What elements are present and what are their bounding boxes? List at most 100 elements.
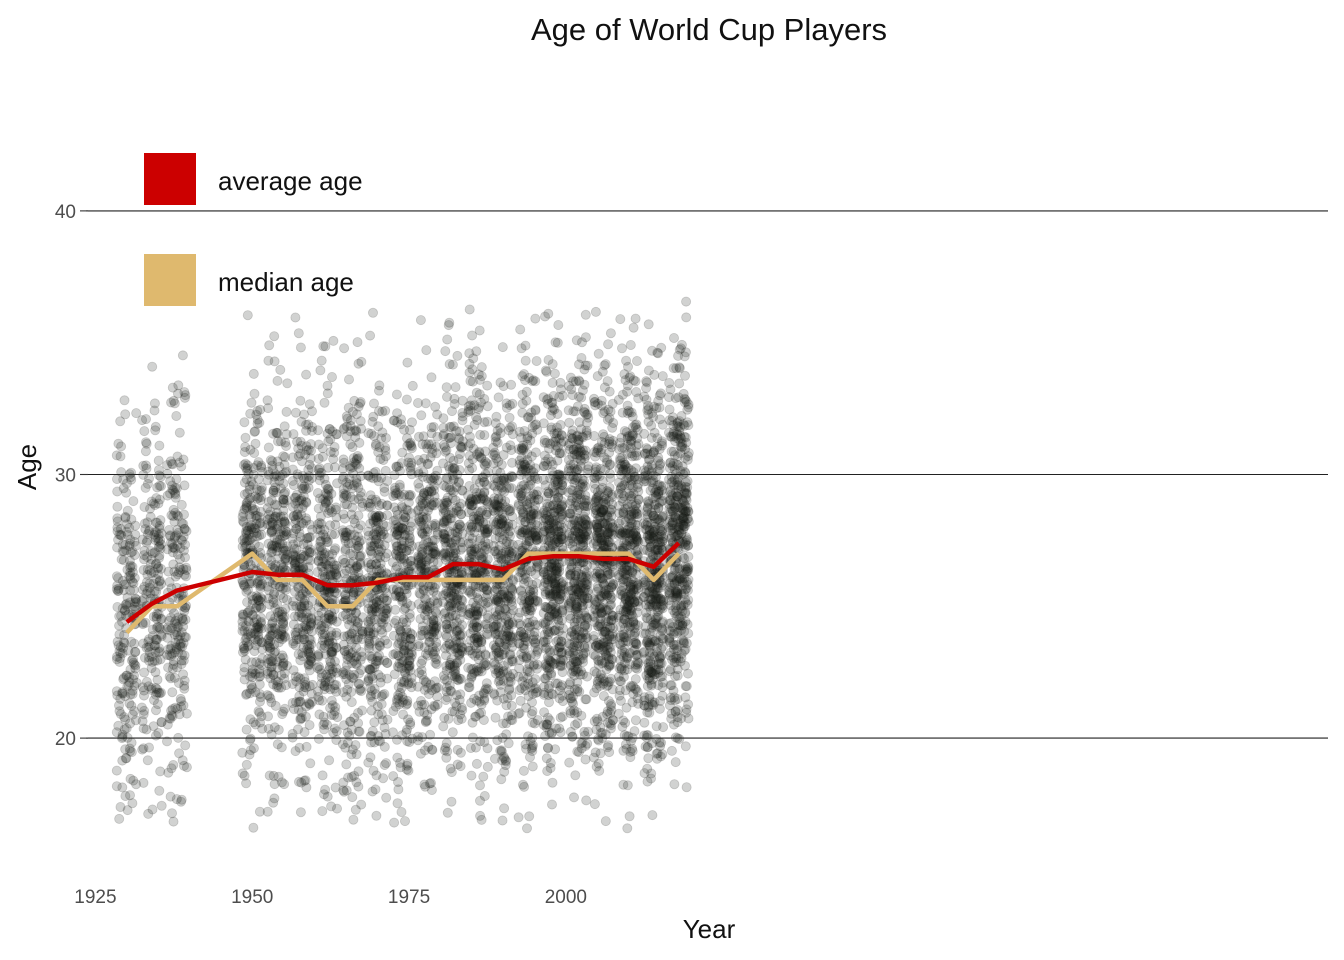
player-point xyxy=(297,593,308,604)
player-point xyxy=(441,682,452,693)
player-point xyxy=(313,439,324,450)
player-point xyxy=(151,634,162,645)
player-point xyxy=(171,483,182,494)
player-point xyxy=(242,310,253,321)
player-point xyxy=(530,313,541,324)
player-point xyxy=(289,511,300,522)
player-point xyxy=(353,718,364,729)
player-point xyxy=(352,337,363,348)
player-point xyxy=(306,406,317,417)
player-point xyxy=(467,732,478,743)
player-point xyxy=(355,416,366,427)
player-point xyxy=(150,527,161,538)
player-point xyxy=(423,629,434,640)
player-point xyxy=(166,397,177,408)
player-point xyxy=(522,433,533,444)
player-point xyxy=(162,460,173,471)
player-point xyxy=(115,642,126,653)
player-point xyxy=(119,724,130,735)
player-point xyxy=(520,525,531,536)
player-point xyxy=(513,671,524,682)
player-point xyxy=(489,689,500,700)
player-point xyxy=(300,711,311,722)
player-point xyxy=(301,369,312,380)
player-point xyxy=(152,621,163,632)
player-point xyxy=(506,379,517,390)
player-point xyxy=(471,695,482,706)
player-point xyxy=(147,804,158,815)
player-point xyxy=(380,432,391,443)
player-point xyxy=(179,569,190,580)
player-point xyxy=(303,659,314,670)
player-point xyxy=(473,603,484,614)
player-point xyxy=(296,777,307,788)
player-point xyxy=(373,650,384,661)
player-point xyxy=(304,634,315,645)
player-point xyxy=(152,699,163,710)
player-point xyxy=(394,479,405,490)
player-point xyxy=(151,634,162,645)
player-point xyxy=(405,490,416,501)
player-point xyxy=(125,560,136,571)
player-point xyxy=(248,469,259,480)
player-point xyxy=(325,520,336,531)
player-point xyxy=(239,562,250,573)
player-point xyxy=(154,470,165,481)
player-point xyxy=(355,520,366,531)
player-point xyxy=(115,693,126,704)
player-point xyxy=(125,567,136,578)
player-point xyxy=(118,555,129,566)
player-point xyxy=(139,581,150,592)
player-point xyxy=(438,439,449,450)
player-point xyxy=(124,698,135,709)
player-point xyxy=(155,515,166,526)
player-point xyxy=(128,496,139,507)
player-point xyxy=(151,527,162,538)
player-point xyxy=(126,467,137,478)
player-point xyxy=(153,553,164,564)
player-point xyxy=(173,678,184,689)
player-point xyxy=(389,817,400,828)
player-point xyxy=(506,600,517,611)
player-point xyxy=(446,796,457,807)
player-point xyxy=(242,525,253,536)
player-point xyxy=(317,806,328,817)
player-point xyxy=(126,737,137,748)
player-point xyxy=(401,672,412,683)
player-point xyxy=(296,480,307,491)
player-point xyxy=(446,421,457,432)
player-point xyxy=(125,689,136,700)
player-point xyxy=(455,630,466,641)
player-point xyxy=(580,309,591,320)
player-point xyxy=(178,564,189,575)
player-point xyxy=(154,575,165,586)
player-point xyxy=(172,540,183,551)
player-point xyxy=(152,517,163,528)
player-point xyxy=(126,547,137,558)
player-point xyxy=(254,417,265,428)
player-point xyxy=(120,753,131,764)
player-point xyxy=(524,811,535,822)
player-point xyxy=(165,456,176,467)
player-point xyxy=(542,766,553,777)
player-point xyxy=(137,534,148,545)
player-point xyxy=(174,554,185,565)
player-point xyxy=(128,670,139,681)
player-point xyxy=(390,604,401,615)
player-point xyxy=(177,641,188,652)
player-point xyxy=(153,643,164,654)
player-point xyxy=(580,332,591,343)
player-point xyxy=(175,641,186,652)
player-point xyxy=(130,646,141,657)
player-point xyxy=(113,720,124,731)
player-point xyxy=(287,600,298,611)
player-point xyxy=(145,558,156,569)
player-point xyxy=(279,673,290,684)
player-point xyxy=(165,791,176,802)
player-point xyxy=(156,614,167,625)
player-point xyxy=(152,684,163,695)
player-point xyxy=(488,614,499,625)
player-point xyxy=(176,794,187,805)
player-point xyxy=(465,743,476,754)
